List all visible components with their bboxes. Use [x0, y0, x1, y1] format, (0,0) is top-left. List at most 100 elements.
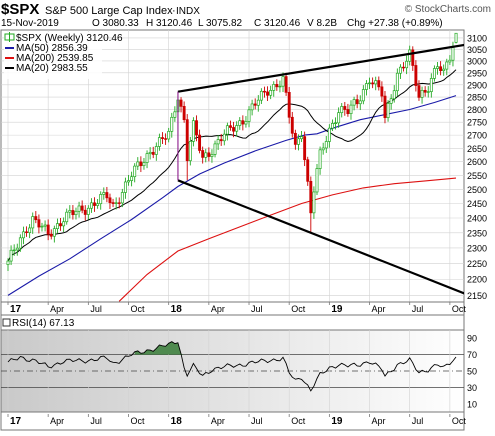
candle-body: [402, 66, 405, 69]
rsi-y-tick: 10: [467, 399, 477, 409]
low-text: L 3075.82: [198, 18, 243, 29]
date-label: 18: [171, 304, 183, 315]
candle-body: [380, 86, 384, 97]
candle-body: [297, 138, 300, 145]
candle-body: [229, 125, 232, 128]
candle-body: [411, 49, 415, 66]
date-axis-bottom-frame: [0, 411, 465, 431]
date-label: Jul: [251, 416, 263, 426]
candle-body: [408, 49, 412, 62]
candle-body: [247, 109, 251, 122]
candle-body: [423, 89, 427, 93]
date-label: Jul: [412, 416, 424, 426]
candle-body: [287, 92, 291, 118]
date-label: 17: [10, 416, 22, 427]
candle-body: [253, 103, 257, 106]
price-y-tick: 2900: [467, 80, 487, 90]
candle-body: [219, 139, 223, 142]
candle-body: [235, 125, 239, 132]
date-label: 19: [331, 416, 343, 427]
candle-body: [225, 125, 229, 135]
candle-body: [18, 237, 22, 249]
candle-body: [238, 120, 242, 126]
candle-body: [157, 137, 161, 147]
date-label: Apr: [211, 416, 225, 426]
date-label: Oct: [452, 304, 467, 314]
candle-body: [86, 207, 90, 215]
candle-body: [420, 89, 424, 98]
candle-body: [374, 80, 378, 85]
candle-body: [439, 66, 443, 72]
candle-body: [201, 150, 205, 158]
candle-body: [290, 116, 294, 134]
candle-body: [364, 83, 368, 90]
candle-body: [386, 103, 390, 119]
price-y-tick: 2200: [467, 275, 487, 285]
price-y-tick: 2850: [467, 93, 487, 103]
candle-body: [167, 130, 171, 140]
date-label: Oct: [452, 416, 467, 426]
candle-body: [358, 100, 362, 105]
candle-body: [9, 249, 13, 262]
candle-body: [15, 247, 19, 251]
date-label: Apr: [372, 416, 386, 426]
date-axis-top: 17 Apr Jul Oct 18 Apr Jul Oct 19 Apr Jul Oct: [7, 302, 467, 315]
candle-body: [244, 121, 248, 125]
candle-body: [414, 65, 418, 86]
rsi-overbought-fill: [134, 341, 185, 355]
candle-body: [426, 91, 430, 93]
date-label: Jul: [90, 304, 102, 314]
candle-body: [451, 46, 455, 61]
candle-body: [25, 231, 28, 234]
candle-body: [417, 85, 421, 98]
candle-body: [250, 103, 254, 111]
candle-body: [293, 132, 297, 145]
candle-body: [49, 233, 53, 237]
candle-body: [281, 76, 285, 87]
date-label: Apr: [50, 416, 64, 426]
rsi-panel-frame: [0, 329, 465, 413]
price-y-tick: 2500: [467, 185, 487, 195]
price-y-tick: 3000: [467, 56, 487, 66]
candle-body: [395, 72, 399, 92]
candle-body: [114, 202, 118, 204]
candle-body: [241, 120, 245, 125]
candle-body: [133, 165, 137, 178]
candle-body: [432, 68, 436, 79]
date-label: Jul: [412, 304, 424, 314]
candle-body: [392, 90, 396, 100]
candle-body: [6, 260, 10, 265]
candle-body: [59, 223, 62, 227]
price-y-tick: 2450: [467, 199, 487, 209]
candlesticks: [6, 32, 458, 271]
candle-body: [68, 210, 72, 213]
candle-body: [309, 180, 313, 214]
candle-body: [31, 216, 35, 229]
candle-body: [96, 203, 100, 206]
candle-body: [337, 112, 341, 124]
candle-body: [389, 98, 393, 104]
candle-body: [331, 123, 334, 129]
candle-body: [139, 161, 143, 167]
rsi-y-tick: 30: [467, 383, 477, 393]
candle-body: [275, 84, 279, 88]
candle-body: [321, 147, 325, 151]
price-y-tick: 2650: [467, 144, 487, 154]
candle-body: [454, 32, 458, 43]
candle-body: [142, 162, 146, 167]
date-label: Oct: [131, 304, 146, 314]
candle-body: [216, 139, 220, 145]
rsi-y-axis: 10 30 50 70 90: [467, 334, 477, 410]
candle-body: [188, 141, 192, 162]
candle-body: [182, 106, 186, 121]
candle-body: [368, 82, 371, 85]
candle-body: [306, 159, 310, 182]
candle-body: [269, 90, 273, 96]
rsi-legend-icon: [2, 318, 11, 327]
candle-body: [46, 224, 50, 235]
price-y-tick: 2950: [467, 68, 487, 78]
candle-body: [136, 161, 140, 167]
candle-body: [108, 197, 112, 203]
price-y-tick: 2300: [467, 243, 487, 253]
price-y-tick: 2550: [467, 171, 487, 181]
